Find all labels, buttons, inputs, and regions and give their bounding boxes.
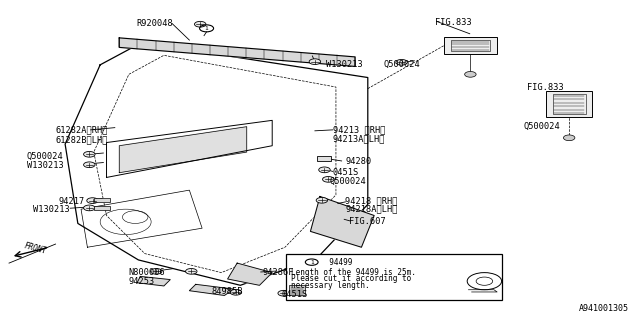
Text: 0451S: 0451S	[333, 168, 359, 177]
Text: 94217: 94217	[59, 197, 85, 206]
Circle shape	[150, 268, 162, 274]
Polygon shape	[119, 38, 355, 67]
Polygon shape	[310, 196, 374, 247]
Text: FIG.607: FIG.607	[349, 217, 385, 226]
Bar	[546, 91, 592, 117]
Text: Q500024: Q500024	[384, 60, 420, 69]
Bar	[552, 94, 586, 114]
Circle shape	[396, 60, 407, 65]
Text: Q500024: Q500024	[330, 177, 366, 186]
Bar	[94, 206, 110, 211]
Text: W130213: W130213	[33, 205, 70, 214]
Text: 94286F: 94286F	[262, 268, 294, 277]
Circle shape	[195, 21, 206, 27]
Text: 0451S: 0451S	[282, 290, 308, 299]
Bar	[451, 40, 490, 51]
Circle shape	[309, 59, 321, 65]
Circle shape	[84, 151, 95, 157]
Polygon shape	[137, 276, 170, 286]
Text: 1: 1	[205, 26, 209, 31]
Text: FIG.833: FIG.833	[435, 18, 472, 27]
Text: Length of the 94499 is 25m.: Length of the 94499 is 25m.	[291, 268, 416, 277]
Polygon shape	[119, 127, 246, 173]
Text: 84985B: 84985B	[212, 287, 243, 296]
Bar	[317, 156, 332, 161]
Circle shape	[323, 177, 334, 182]
Text: 94218A〈LH〉: 94218A〈LH〉	[346, 205, 398, 214]
Text: necessary length.: necessary length.	[291, 281, 370, 290]
Circle shape	[563, 135, 575, 141]
Text: 61282B〈LH〉: 61282B〈LH〉	[56, 135, 108, 144]
Text: 94253: 94253	[129, 277, 155, 286]
Circle shape	[278, 290, 289, 296]
Circle shape	[84, 162, 95, 168]
Text: W130213: W130213	[27, 161, 63, 170]
Polygon shape	[228, 263, 272, 285]
Text: Q500024: Q500024	[524, 122, 561, 131]
Bar	[286, 254, 502, 300]
Circle shape	[465, 71, 476, 77]
Text: R920048: R920048	[137, 19, 173, 28]
Text: 94280: 94280	[346, 157, 372, 166]
Circle shape	[186, 268, 197, 274]
Circle shape	[319, 167, 330, 173]
Text: W130213: W130213	[326, 60, 363, 69]
Text: Q500024: Q500024	[27, 152, 63, 161]
Circle shape	[316, 197, 328, 203]
Text: 1: 1	[310, 260, 314, 265]
Text: N800006: N800006	[129, 268, 166, 277]
Text: 94499: 94499	[320, 258, 353, 267]
Text: 94213 〈RH〉: 94213 〈RH〉	[333, 125, 385, 134]
Circle shape	[84, 205, 95, 211]
Bar	[444, 37, 497, 54]
Text: Please cut it according to: Please cut it according to	[291, 274, 412, 283]
Polygon shape	[189, 284, 234, 295]
Text: 94213A〈LH〉: 94213A〈LH〉	[333, 134, 385, 143]
Text: FRONT: FRONT	[23, 241, 47, 256]
Bar	[94, 198, 110, 202]
Text: FIG.833: FIG.833	[527, 83, 564, 92]
Circle shape	[87, 198, 99, 204]
Text: 61282A〈RH〉: 61282A〈RH〉	[56, 125, 108, 134]
Text: A941001305: A941001305	[579, 304, 629, 313]
Bar	[289, 285, 305, 295]
Circle shape	[230, 289, 242, 295]
Text: 94218 〈RH〉: 94218 〈RH〉	[346, 197, 398, 206]
